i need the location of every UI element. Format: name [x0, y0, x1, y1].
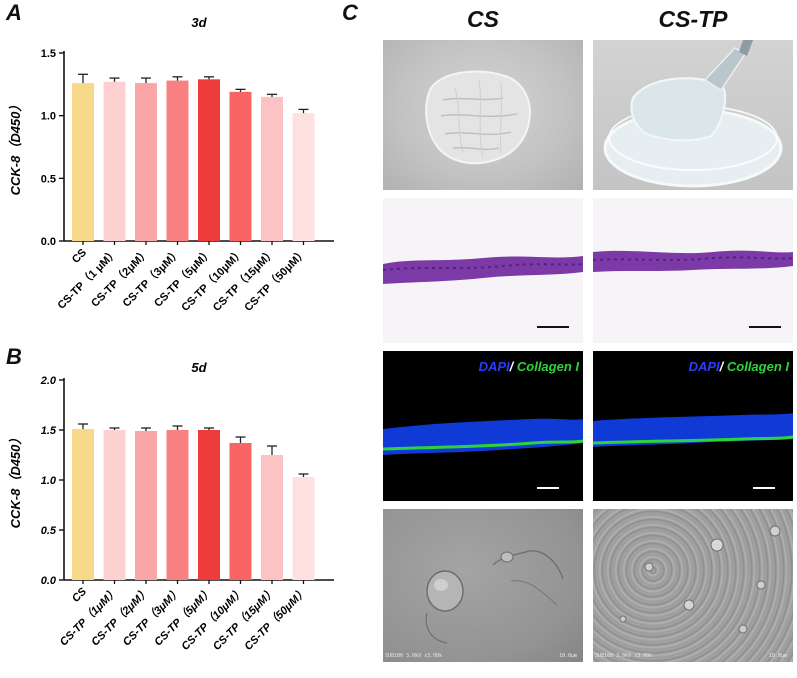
if-tissue-layer-cs	[383, 418, 583, 489]
sem-surface-cs-tp	[619, 525, 781, 634]
chart-3d-category-label: CS-TP（2μM）	[88, 246, 152, 310]
chart-5d-ytick-label: 2.0	[40, 375, 57, 387]
cs-tp-dish-drawing	[603, 40, 783, 188]
sem-surface-cs	[425, 550, 564, 644]
if-legend-cs: DAPI/ Collagen I	[479, 359, 579, 374]
chart-3d-ytick-label: 0.0	[41, 236, 56, 248]
chart-5d-title: 5d	[191, 360, 207, 375]
he-tissue-layer-cs-tp	[593, 250, 793, 328]
he-tissue-layer-cs	[383, 256, 583, 328]
chart-3d-bar	[229, 91, 252, 241]
legend-dapi: DAPI	[478, 359, 510, 374]
legend-slash: /	[719, 359, 724, 374]
chart-5d-category-label: CS-TP（3μM）	[120, 585, 184, 649]
chart-5d-bar	[135, 431, 157, 580]
sem-scale-cs: 10.0μm	[558, 653, 577, 659]
chart-3d-ytick-label: 0.5	[41, 173, 56, 185]
chart-5d-bar	[103, 430, 126, 580]
chart-5d-bar	[166, 430, 189, 580]
chart-3d-ytick-label: 1.0	[41, 111, 56, 123]
chart-5d-bar	[72, 429, 94, 580]
chart-5d-category-label: CS-TP（5μM）	[152, 585, 216, 649]
chart-3d-title: 3d	[191, 15, 207, 30]
sem-info-cs-tp: SU8100 3.0kV x3.00k	[595, 653, 653, 659]
legend-collagen: Collagen I	[723, 359, 789, 374]
chart-3d-bar	[103, 81, 126, 242]
sem-info-cs: SU8100 3.0kV x3.00k	[385, 653, 443, 659]
panel-letter-c: C	[342, 0, 358, 25]
photo-cs-macro	[383, 40, 583, 190]
column-title-cs: CS	[467, 6, 499, 32]
chart-5d-ytick-label: 1.0	[41, 475, 57, 487]
sem-image-cs: SU8100 3.0kV x3.00k 10.0μm	[383, 509, 583, 662]
if-stain-cs: DAPI/ Collagen I	[383, 351, 583, 501]
sem-scale-cs-tp: 10.0μm	[768, 653, 787, 659]
panel-letter-a: A	[6, 0, 22, 25]
chart-3d-ylabel: CCK-8（D450）	[8, 99, 23, 196]
column-title-cs-tp: CS-TP	[658, 6, 728, 32]
panel-letter-b: B	[6, 344, 22, 369]
legend-slash: /	[509, 359, 514, 374]
chart-5d-bar	[198, 430, 220, 580]
chart-3d-bar	[135, 83, 157, 241]
chart-3d-bar	[166, 80, 189, 241]
chart-3d-bar	[261, 96, 283, 241]
chart-3d-category-label: CS	[70, 247, 89, 266]
he-stain-cs-tp	[593, 198, 793, 343]
chart-5d-bar	[229, 443, 252, 580]
if-tissue-layer-cs-tp	[593, 413, 793, 489]
if-legend-cs-tp: DAPI/ Collagen I	[689, 359, 789, 374]
chart-3d-bar	[198, 79, 220, 241]
chart-3d-category-label: CS-TP（5μM）	[151, 246, 215, 310]
chart-5d-ytick-label: 0.5	[41, 525, 57, 537]
bar-chart-5d: 5d CCK-8（D450） 0.0 0.5 1.0 1.5 2.0 CSCS-TP（1μM）…	[8, 360, 334, 653]
chart-3d-bar	[292, 113, 315, 241]
chart-5d-ytick-label: 1.5	[41, 425, 57, 437]
chart-5d-ylabel: CCK-8（D450）	[8, 432, 23, 529]
sem-image-cs-tp: SU8100 3.0kV x3.00k 10.0μm	[593, 509, 793, 662]
chart-5d-category-label: CS	[70, 585, 90, 605]
photo-cs-tp-macro	[593, 40, 793, 190]
chart-3d-bar	[72, 83, 94, 241]
chart-3d-category-label: CS-TP（3μM）	[120, 246, 184, 310]
chart-5d-ytick-label: 0.0	[41, 575, 57, 587]
legend-dapi: DAPI	[688, 359, 720, 374]
cs-sheet-drawing	[425, 70, 531, 165]
legend-collagen: Collagen I	[513, 359, 579, 374]
chart-5d-category-label: CS-TP（1μM）	[57, 585, 121, 649]
if-stain-cs-tp: DAPI/ Collagen I	[593, 351, 793, 501]
chart-3d-ytick-label: 1.5	[41, 48, 56, 60]
chart-5d-category-label: CS-TP（2μM）	[89, 585, 153, 649]
chart-5d-bar	[261, 455, 283, 580]
he-stain-cs	[383, 198, 583, 343]
chart-5d-bar	[292, 477, 315, 580]
